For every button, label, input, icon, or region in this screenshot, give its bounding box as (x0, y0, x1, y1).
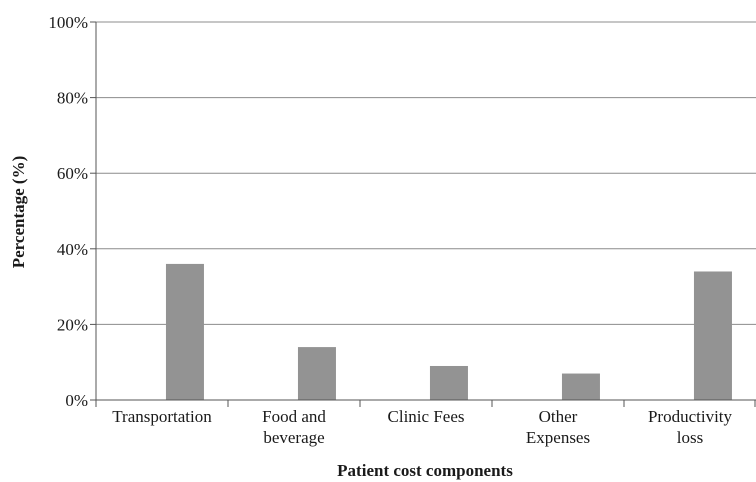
bar (693, 271, 732, 400)
bars (165, 263, 732, 400)
gridlines (96, 21, 756, 325)
bar (297, 347, 336, 400)
bar (165, 263, 204, 400)
x-tick-label: Transportation (112, 407, 212, 426)
x-tick-label: Other Expenses (526, 407, 590, 447)
y-tick-label: 100% (48, 13, 88, 32)
y-axis-title: Percentage (%) (9, 156, 28, 269)
x-axis-title: Patient cost components (337, 461, 513, 480)
y-tick-labels: 0% 20% 40% 60% 80% 100% (48, 13, 88, 410)
bar (429, 365, 468, 400)
x-tick-labels: Transportation Food and beverage Clinic Fee… (112, 407, 732, 447)
y-tick-label: 40% (57, 240, 88, 259)
y-tick-label: 0% (65, 391, 88, 410)
x-tick-label: Food and beverage (262, 407, 326, 447)
bar (561, 373, 600, 400)
y-tick-label: 60% (57, 164, 88, 183)
y-tick-label: 20% (57, 315, 88, 334)
x-tick-label: Productivity loss (648, 407, 733, 447)
y-tick-label: 80% (57, 89, 88, 108)
x-tick-label: Clinic Fees (388, 407, 465, 426)
axes (90, 21, 756, 407)
